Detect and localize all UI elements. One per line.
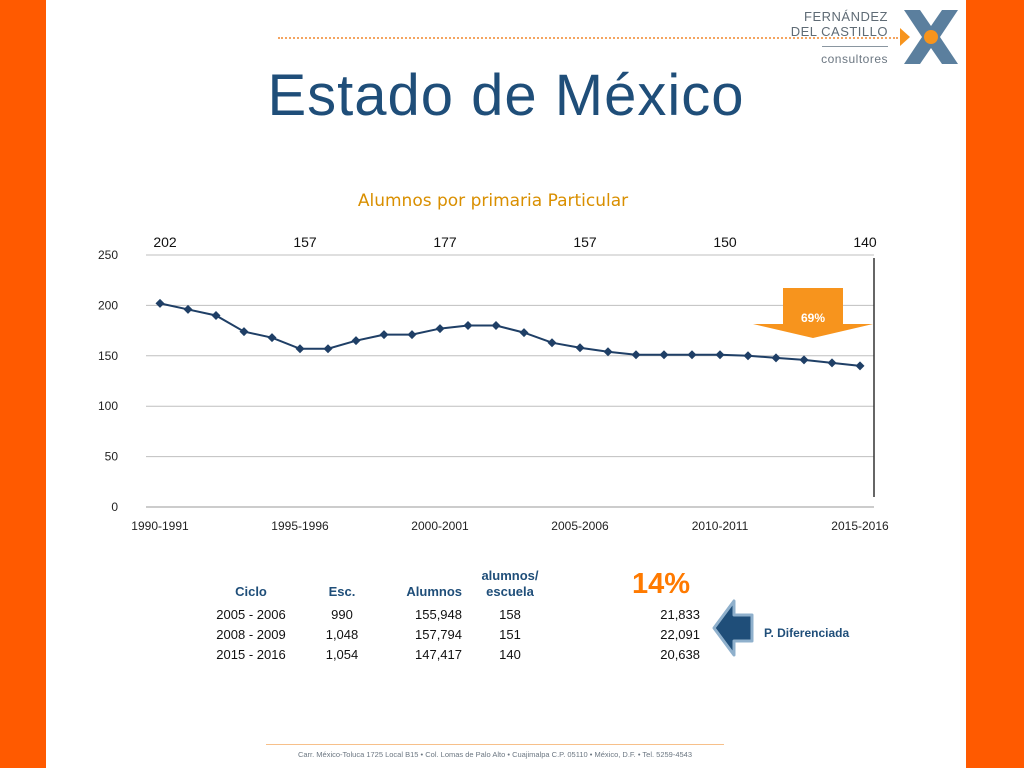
data-point [715, 350, 725, 360]
cell-ciclo: 2008 - 2009 [216, 626, 286, 642]
cell-ciclo: 2005 - 2006 [216, 606, 286, 622]
data-point [351, 336, 361, 346]
x-tick-label: 2000-2001 [411, 519, 469, 533]
x-tick-label: 1995-1996 [271, 519, 329, 533]
cell-ciclo: 2015 - 2016 [216, 646, 286, 662]
slide: FERNÁNDEZ DEL CASTILLO consultores Estad… [46, 0, 966, 768]
data-point [407, 330, 417, 340]
chart-axes: 0 50 100 150 200 250 1990-1991 1995-1996 2000-20… [98, 248, 889, 533]
data-point [855, 361, 865, 371]
data-point [239, 327, 249, 337]
y-tick-label: 250 [98, 248, 118, 262]
chart-annotation: 69% [753, 288, 873, 338]
line-chart: 0 50 100 150 200 250 1990-1991 1995-1996 2000-20… [98, 234, 889, 533]
cell-alumnos: 157,794 [415, 626, 462, 642]
header-ape-line2: escuela [486, 584, 534, 599]
data-point [491, 321, 501, 331]
logo-text-line2: DEL CASTILLO [790, 24, 888, 39]
header-esc: Esc. [328, 584, 356, 599]
data-point [631, 350, 641, 360]
cell-ape: 140 [499, 646, 521, 662]
chart-labels: 202 157 177 157 150 140 [153, 234, 877, 250]
data-point [827, 358, 837, 368]
cell-ape: 158 [499, 606, 521, 622]
table-row: 2005 - 2006 990 155,948 158 21,833 [196, 604, 700, 624]
data-point [743, 351, 753, 361]
cell-ape: 151 [499, 626, 521, 642]
data-point [575, 343, 585, 353]
y-tick-label: 0 [111, 500, 118, 514]
cell-esc: 990 [331, 606, 353, 622]
data-point [771, 353, 781, 363]
y-tick-label: 200 [98, 298, 118, 312]
top-value-label: 150 [713, 234, 737, 250]
cell-prom: 21,833 [660, 606, 700, 622]
y-tick-label: 150 [98, 349, 118, 363]
data-point [211, 310, 221, 320]
header-alumnos: Alumnos [406, 584, 462, 599]
table-header-row: Ciclo Esc. Alumnos alumnos/ escuela [196, 568, 700, 604]
chart-gridlines [146, 254, 874, 508]
table-row: 2015 - 2016 1,054 147,417 140 20,638 [196, 644, 700, 664]
cell-prom: 22,091 [660, 626, 700, 642]
series-line [159, 302, 861, 367]
data-table: Ciclo Esc. Alumnos alumnos/ escuela 2005… [196, 568, 700, 664]
cell-alumnos: 155,948 [415, 606, 462, 622]
y-tick-label: 100 [98, 399, 118, 413]
x-tick-label: 2010-2011 [692, 519, 749, 533]
p-diferenciada-label: P. Diferenciada [764, 626, 850, 640]
cell-alumnos: 147,417 [415, 646, 462, 662]
logo-x-mark-icon [900, 10, 958, 64]
top-value-label: 202 [153, 234, 177, 250]
data-point [323, 344, 333, 354]
top-value-label: 140 [853, 234, 877, 250]
percent-highlight: 14% [632, 568, 691, 600]
cell-esc: 1,054 [325, 646, 359, 662]
chart-title: Alumnos por primaria Particular [357, 191, 629, 211]
data-point [659, 350, 669, 360]
logo-rule [822, 46, 888, 47]
data-point [183, 304, 193, 314]
data-point [603, 347, 613, 357]
logo-divider [278, 37, 898, 39]
logo-text-line3: consultores [821, 52, 888, 66]
data-point [519, 328, 529, 338]
data-point [155, 298, 165, 308]
y-tick-label: 50 [105, 450, 119, 464]
data-point [435, 324, 445, 334]
footer-divider [266, 744, 724, 745]
x-tick-label: 2005-2006 [551, 519, 609, 533]
table-row: 2008 - 2009 1,048 157,794 151 22,091 [196, 624, 700, 644]
logo-text-line1: FERNÁNDEZ [804, 9, 888, 24]
cell-esc: 1,048 [325, 626, 359, 642]
data-point [687, 350, 697, 360]
cell-prom: 20,638 [660, 646, 700, 662]
chart-series [155, 298, 865, 371]
x-tick-label: 2015-2016 [831, 519, 889, 533]
top-value-label: 157 [573, 234, 597, 250]
left-arrow-icon [712, 599, 754, 657]
header-ape-line1: alumnos/ [481, 568, 539, 583]
header-alumnos-escuela: alumnos/ escuela [470, 568, 550, 604]
data-point [799, 355, 809, 365]
data-point [267, 333, 277, 343]
header-ciclo: Ciclo [235, 584, 267, 599]
data-point [295, 344, 305, 354]
footer-address: Carr. México-Toluca 1725 Local B15 • Col… [297, 750, 693, 759]
x-tick-label: 1990-1991 [131, 519, 189, 533]
data-point [463, 321, 473, 331]
top-value-label: 177 [433, 234, 457, 250]
company-logo: FERNÁNDEZ DEL CASTILLO consultores [791, 6, 962, 68]
down-arrow-icon [753, 288, 873, 338]
data-point [379, 330, 389, 340]
page-title: Estado de México [267, 63, 745, 128]
data-point [547, 338, 557, 348]
top-value-label: 157 [293, 234, 317, 250]
annotation-label: 69% [801, 311, 825, 325]
